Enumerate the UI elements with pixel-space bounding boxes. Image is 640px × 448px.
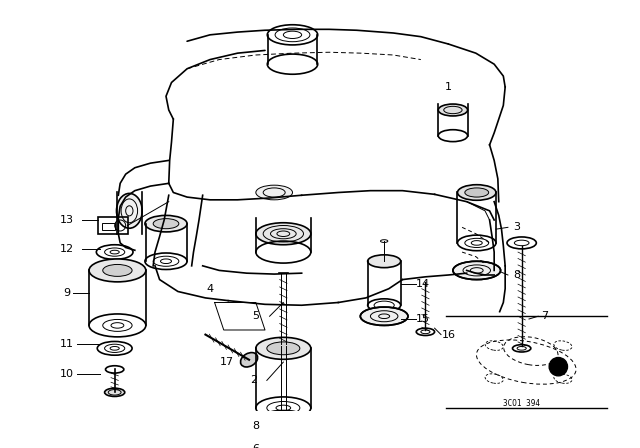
Ellipse shape (453, 261, 500, 280)
Bar (98, 217, 127, 234)
Ellipse shape (103, 264, 132, 276)
Bar (102, 223, 115, 230)
Ellipse shape (465, 188, 489, 197)
Text: 13: 13 (60, 215, 74, 225)
Text: 9: 9 (63, 289, 70, 298)
Ellipse shape (256, 337, 311, 359)
Ellipse shape (256, 411, 311, 433)
Ellipse shape (116, 194, 142, 228)
Text: 10: 10 (60, 369, 74, 379)
Text: 8: 8 (513, 270, 521, 280)
Text: 17: 17 (220, 357, 234, 367)
Text: 8: 8 (252, 421, 259, 431)
Text: 4: 4 (207, 284, 214, 294)
Text: 16: 16 (442, 330, 455, 340)
Text: 5: 5 (252, 311, 259, 321)
Text: 7: 7 (541, 311, 548, 321)
Text: 11: 11 (60, 339, 74, 349)
Ellipse shape (267, 434, 300, 446)
Text: 3CO1 394: 3CO1 394 (503, 399, 540, 408)
Ellipse shape (256, 223, 311, 245)
Ellipse shape (438, 104, 468, 116)
Ellipse shape (104, 388, 125, 396)
Ellipse shape (241, 353, 258, 367)
Ellipse shape (256, 185, 292, 200)
Ellipse shape (89, 259, 146, 282)
Text: 12: 12 (60, 244, 74, 254)
Ellipse shape (145, 215, 187, 232)
Text: 15: 15 (415, 314, 429, 324)
Circle shape (549, 358, 568, 376)
Ellipse shape (458, 185, 496, 200)
Ellipse shape (360, 307, 408, 325)
Ellipse shape (367, 255, 401, 267)
Ellipse shape (267, 342, 300, 355)
Text: 3: 3 (513, 222, 520, 233)
Text: 1: 1 (445, 82, 452, 92)
Text: 2: 2 (250, 375, 257, 385)
Ellipse shape (153, 219, 179, 229)
Text: 6: 6 (252, 444, 259, 448)
Text: 14: 14 (415, 279, 429, 289)
